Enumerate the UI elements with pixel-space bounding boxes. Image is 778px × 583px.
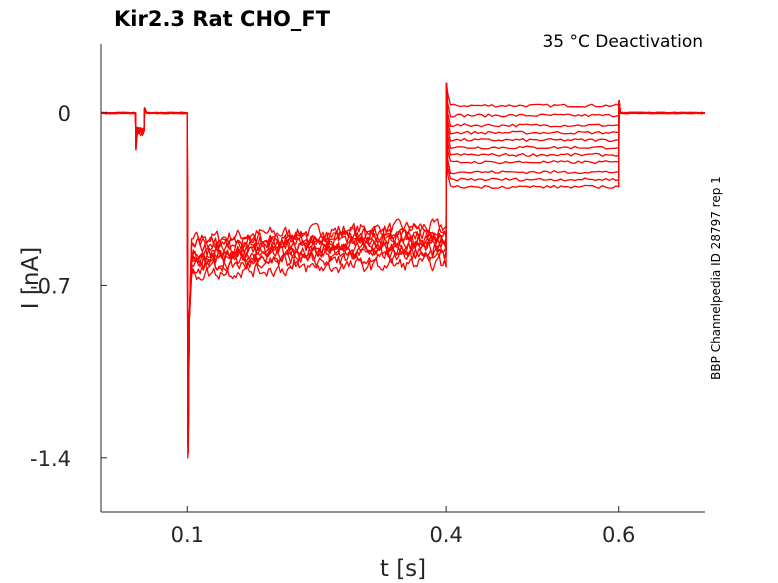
current-trace bbox=[100, 82, 706, 424]
x-axis-label: t [s] bbox=[380, 556, 426, 582]
y-axis-label: I [nA] bbox=[18, 247, 44, 309]
traces bbox=[100, 82, 706, 459]
y-tick-label: -0.7 bbox=[30, 274, 71, 298]
x-tick-label: 0.4 bbox=[429, 523, 462, 547]
current-trace bbox=[100, 82, 706, 424]
current-trace bbox=[100, 82, 706, 410]
ticks: 0.1 0.4 0.6 0 -0.7 -1.4 bbox=[30, 102, 635, 547]
x-tick-label: 0.6 bbox=[602, 523, 635, 547]
current-trace bbox=[100, 82, 706, 454]
y-tick-label: -1.4 bbox=[30, 447, 71, 471]
y-tick-label: 0 bbox=[58, 102, 71, 126]
current-trace bbox=[100, 82, 706, 459]
chart-title: Kir2.3 Rat CHO_FT bbox=[114, 7, 331, 31]
condition-annotation: 35 °C Deactivation bbox=[542, 32, 703, 52]
x-tick-label: 0.1 bbox=[171, 523, 204, 547]
channelpedia-id-label: BBP Channelpedia ID 28797 rep 1 bbox=[709, 176, 723, 380]
current-trace bbox=[101, 82, 706, 434]
